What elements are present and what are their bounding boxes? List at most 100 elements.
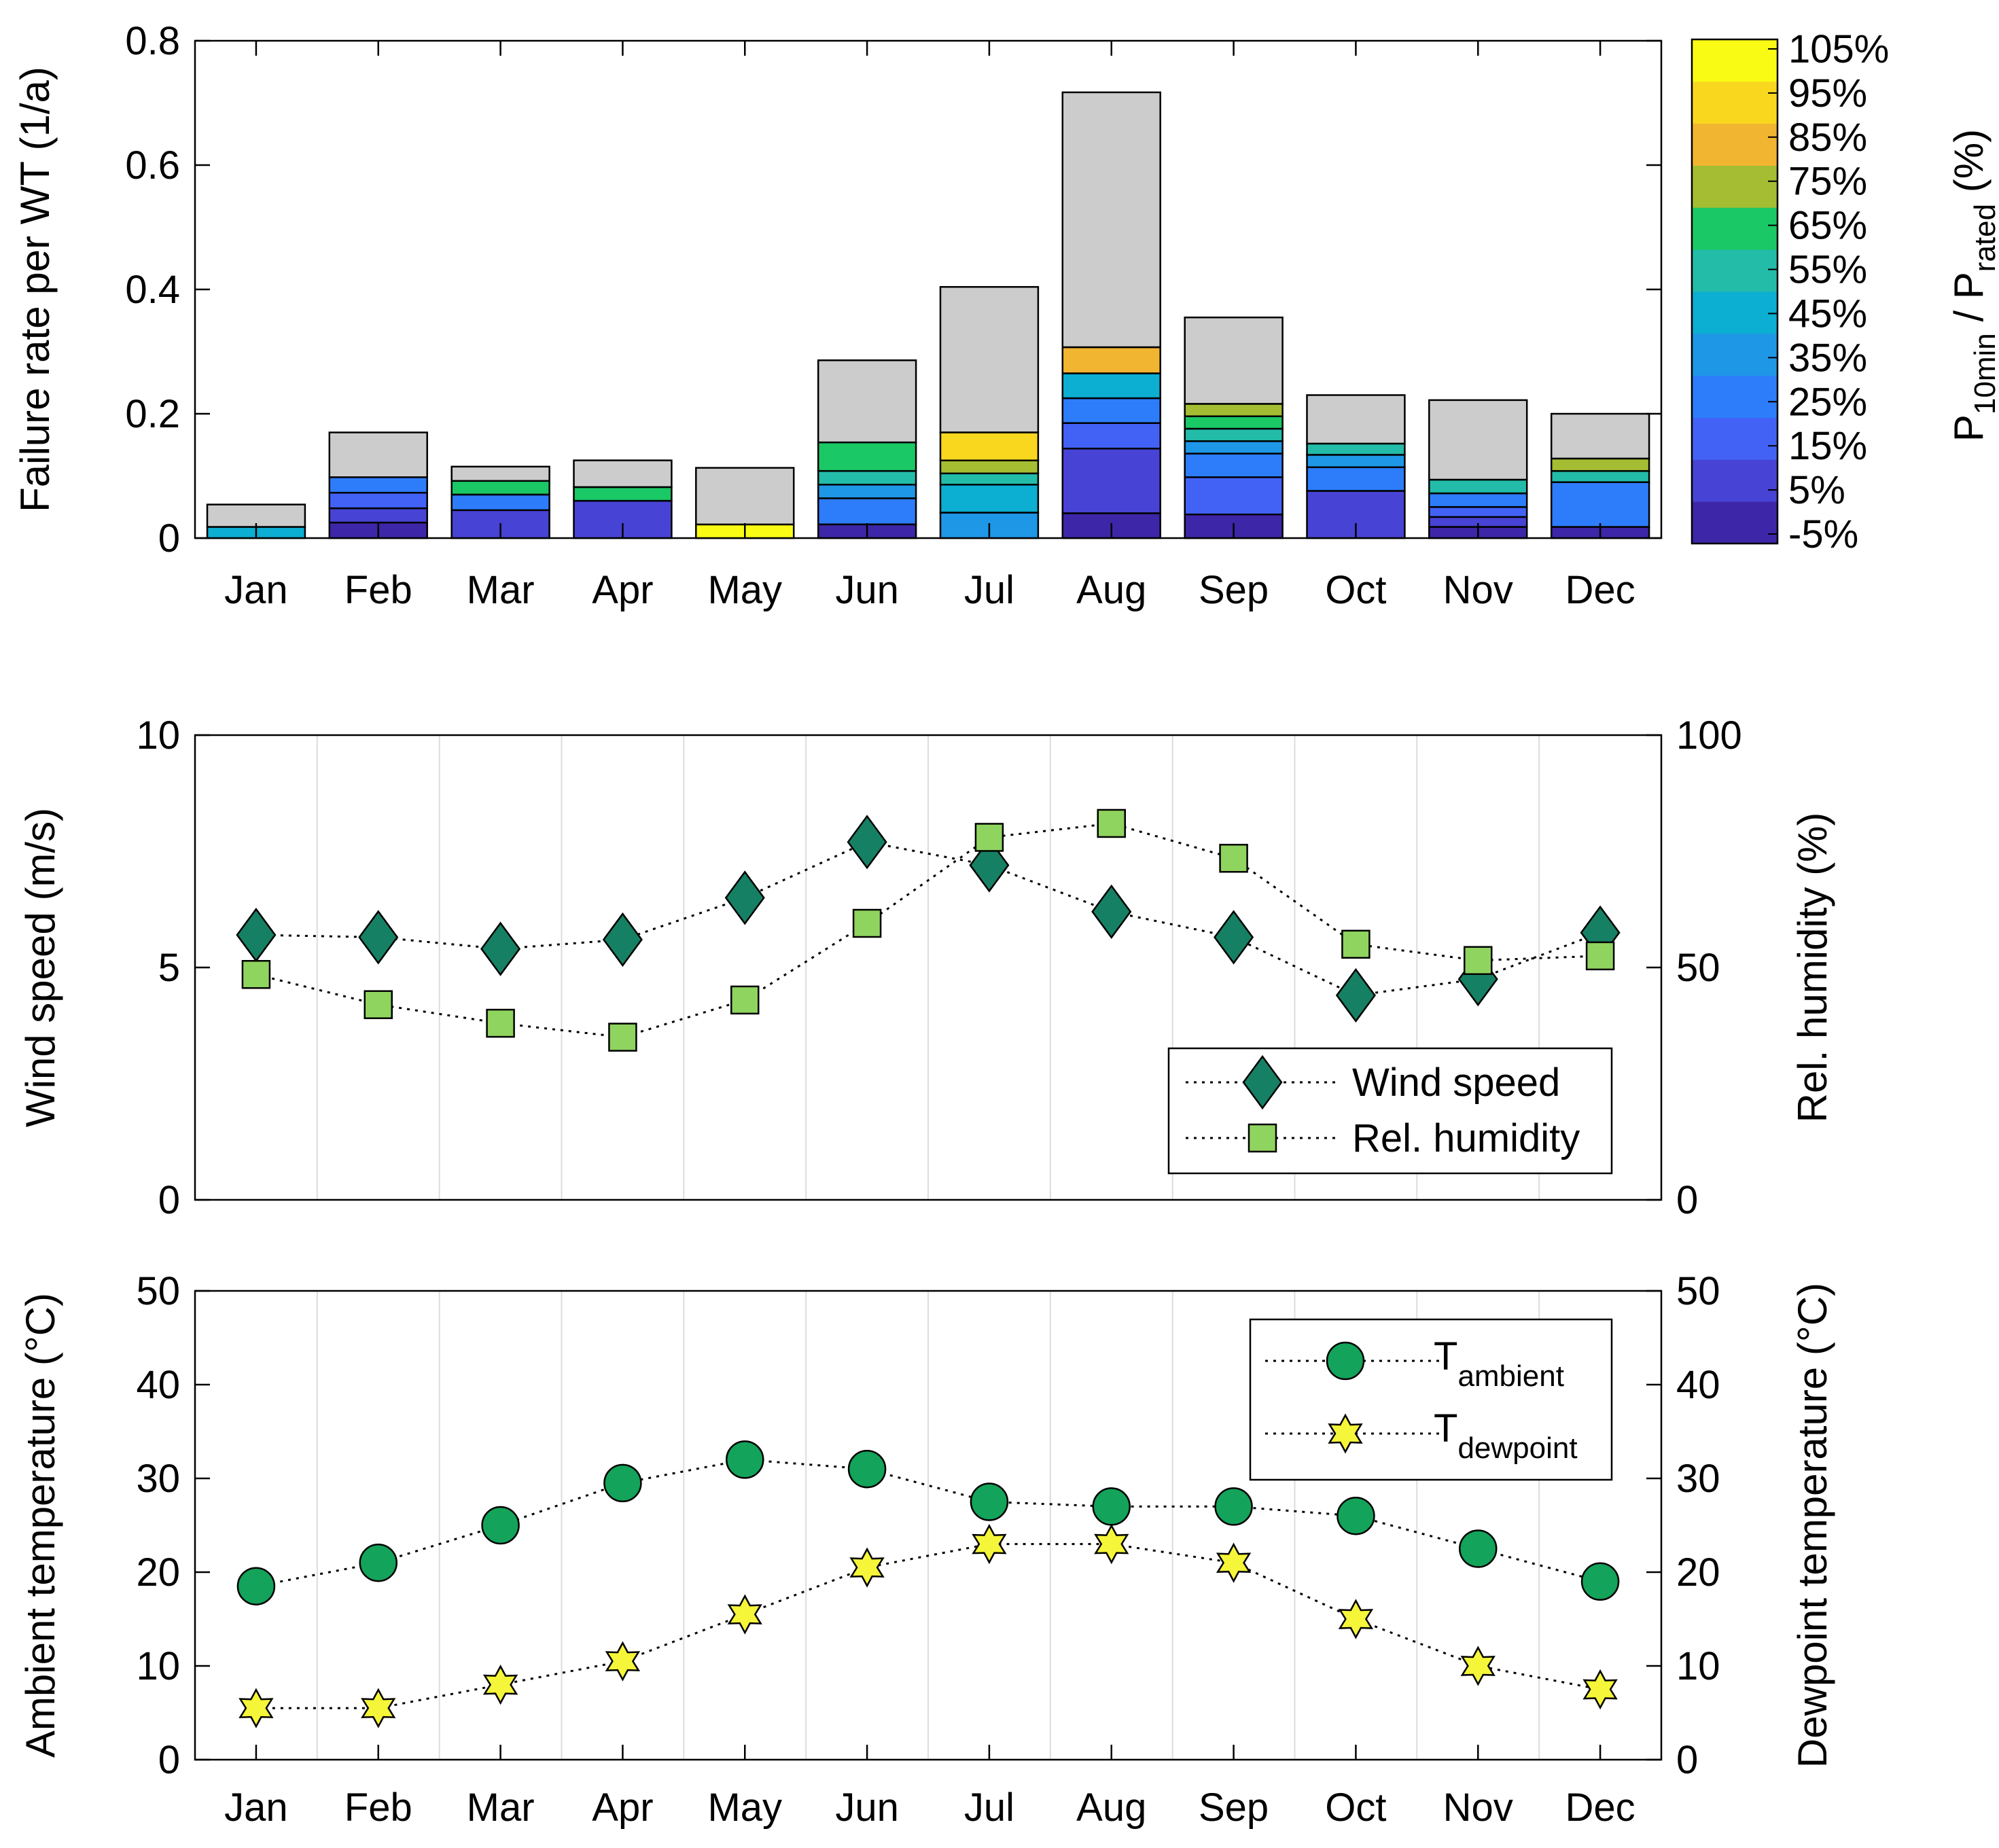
point-0-jun xyxy=(847,1449,887,1489)
colorbar-label-end: (%) xyxy=(1946,129,1992,204)
x-tick-label-oct: Oct xyxy=(1325,568,1386,612)
legend-humidity-label: Rel. humidity xyxy=(1352,1116,1580,1160)
legend-dewpoint-sub: dewpoint xyxy=(1457,1432,1577,1465)
point-0-nov xyxy=(1459,1529,1498,1568)
colorbar-band xyxy=(1692,81,1777,124)
bar-sep-seg-2 xyxy=(1184,452,1284,478)
bar-feb-seg-1 xyxy=(328,507,428,524)
x-tick-label-jan: Jan xyxy=(224,1785,288,1830)
point-1-nov xyxy=(1460,1646,1496,1686)
colorbar-band xyxy=(1692,459,1777,502)
legend-diamond-icon xyxy=(1242,1054,1283,1110)
colorbar-band xyxy=(1692,375,1777,418)
y-right-tick-label: 0 xyxy=(1676,1738,1698,1782)
colorbar-tick-label: 55% xyxy=(1788,248,1867,292)
x-tick-label-may: May xyxy=(707,1785,782,1830)
x-tick-label-apr: Apr xyxy=(592,568,653,612)
failure-plot-area xyxy=(194,39,1663,539)
point-0-feb xyxy=(358,910,399,965)
colorbar-tick-label: 105% xyxy=(1788,27,1889,71)
x-tick-label-aug: Aug xyxy=(1076,568,1146,612)
y-tick-label: 20 xyxy=(136,1550,180,1595)
wind-series xyxy=(236,808,1621,1052)
temp-x-ticks: Jan Feb Mar Apr May Jun Jul Aug Sep Oct Nov Dec xyxy=(224,1745,1635,1830)
x-tick-label-feb: Feb xyxy=(344,568,412,612)
bar-mar-seg-2 xyxy=(450,480,550,496)
point-1-nov xyxy=(1464,946,1493,975)
x-tick-label-oct: Oct xyxy=(1325,1785,1386,1830)
y-right-tick-label: 10 xyxy=(1676,1644,1720,1688)
wind-y-ticks: 0 5 10 xyxy=(136,713,210,1222)
point-0-may xyxy=(726,1440,764,1479)
bar-jun-seg-5 xyxy=(817,359,917,444)
point-0-jul xyxy=(969,838,1010,893)
legend-ambient-main: T xyxy=(1434,1334,1457,1379)
bar-sep-seg-4 xyxy=(1184,427,1284,442)
colorbar-label-mid: / P xyxy=(1946,272,1992,333)
humidity-y-ticks: 0 50 100 xyxy=(1646,713,1742,1222)
point-0-apr xyxy=(603,1463,642,1503)
x-tick-label-jan: Jan xyxy=(224,568,288,612)
failure-rate-panel: 0 0.2 0.4 0.6 0.8 Jan Feb Mar Apr May Jun Jul Aug Se… xyxy=(12,19,1999,612)
ambient-y-label: Ambient temperature (°C) xyxy=(18,1293,63,1758)
point-0-sep xyxy=(1214,1487,1253,1526)
point-0-feb xyxy=(359,1543,397,1582)
x-tick-label-nov: Nov xyxy=(1443,1785,1513,1830)
x-tick-label-dec: Dec xyxy=(1565,568,1635,612)
bar-oct-seg-4 xyxy=(1306,394,1406,445)
point-1-jul xyxy=(974,823,1004,852)
colorbar-band xyxy=(1692,333,1777,376)
y-right-tick-label: 20 xyxy=(1676,1550,1720,1595)
point-0-jun xyxy=(847,815,887,870)
x-tick-label-dec: Dec xyxy=(1565,1785,1635,1830)
bar-oct-seg-1 xyxy=(1306,466,1406,492)
point-1-feb xyxy=(361,1688,396,1728)
bar-feb-seg-3 xyxy=(328,476,428,494)
failure-x-ticks: Jan Feb Mar Apr May Jun Jul Aug Sep Oct Nov Dec xyxy=(224,41,1635,612)
bar-sep-seg-7 xyxy=(1184,316,1284,405)
bar-feb-seg-4 xyxy=(328,431,428,478)
x-tick-label-mar: Mar xyxy=(467,1785,535,1830)
bar-oct-seg-3 xyxy=(1306,442,1406,456)
bar-aug-seg-2 xyxy=(1061,422,1161,450)
colorbar-band xyxy=(1692,207,1777,250)
y-right-tick-label: 0 xyxy=(1676,1178,1698,1222)
point-0-oct xyxy=(1335,967,1376,1023)
bar-nov-seg-3 xyxy=(1428,492,1528,508)
colorbar-tick-label: 75% xyxy=(1788,160,1867,204)
series-line-1 xyxy=(255,1543,1601,1709)
x-tick-label-sep: Sep xyxy=(1199,568,1269,612)
point-1-dec xyxy=(1582,1669,1618,1710)
series-line-1 xyxy=(255,822,1601,1039)
bar-nov-seg-5 xyxy=(1428,399,1528,481)
point-1-mar xyxy=(482,1664,518,1705)
colorbar-band xyxy=(1692,249,1777,292)
colorbar-tick-label: 15% xyxy=(1788,424,1867,468)
temp-legend: Tambient Tdewpoint xyxy=(1249,1318,1613,1481)
ambient-y-ticks: 0 10 20 30 40 50 xyxy=(136,1269,210,1782)
x-tick-label-feb: Feb xyxy=(344,1785,412,1830)
colorbar-ticks: 105%95%85%75%65%55%45%35%25%15%5%-5% xyxy=(1768,27,1889,556)
colorbar-band xyxy=(1692,165,1777,208)
bar-sep-seg-3 xyxy=(1184,440,1284,455)
colorbar-label-main: P xyxy=(1946,414,1992,442)
bar-apr-seg-1 xyxy=(573,486,673,502)
point-1-may xyxy=(730,985,760,1015)
y-tick-label: 5 xyxy=(158,946,180,990)
point-0-jul xyxy=(970,1482,1009,1521)
x-tick-label-jul: Jul xyxy=(964,568,1014,612)
bar-oct-seg-2 xyxy=(1306,454,1406,468)
legend-dewpoint-main: T xyxy=(1434,1406,1457,1451)
point-1-dec xyxy=(1585,941,1615,971)
x-tick-label-apr: Apr xyxy=(592,1785,653,1830)
bar-jul-seg-1 xyxy=(939,484,1040,514)
y-right-tick-label: 50 xyxy=(1676,946,1720,990)
bar-may-seg-1 xyxy=(695,467,795,526)
y-tick-label: 10 xyxy=(136,1644,180,1688)
y-tick-label: 0.4 xyxy=(125,268,180,312)
failure-y-label: Failure rate per WT (1/a) xyxy=(12,67,58,512)
series-line-0 xyxy=(255,840,1601,997)
point-1-oct xyxy=(1341,929,1370,959)
colorbar-tick-label: 25% xyxy=(1788,380,1867,424)
bar-dec-seg-4 xyxy=(1550,412,1650,460)
